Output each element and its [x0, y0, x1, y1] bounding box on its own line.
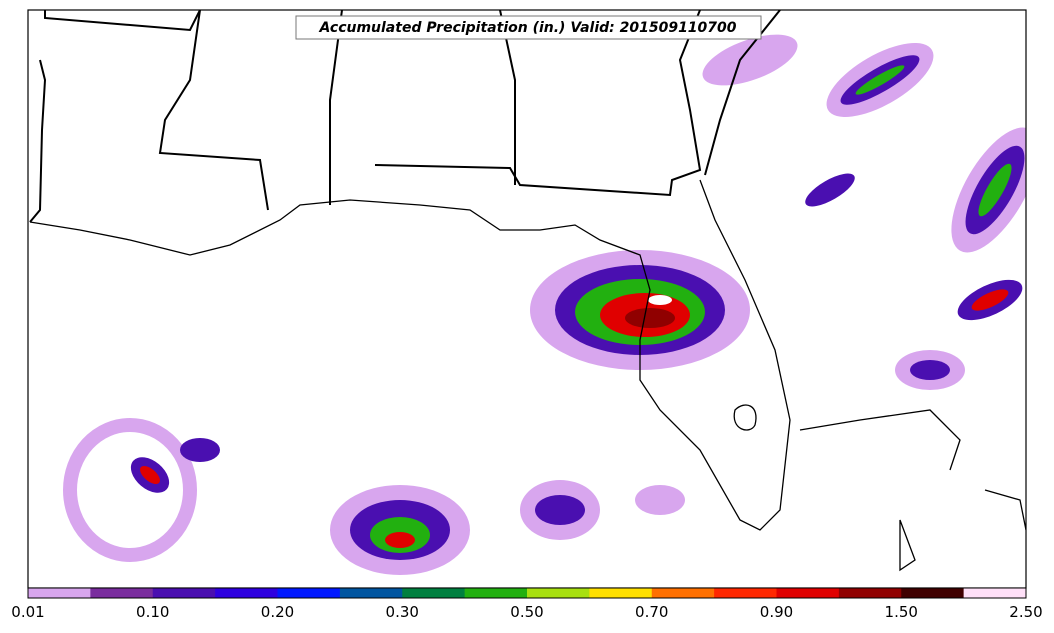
islands — [799, 409, 1026, 572]
colorbar-segment — [215, 588, 278, 598]
precipitation — [63, 34, 1026, 575]
colorbar-segment — [402, 588, 466, 598]
colorbar-segment — [838, 588, 902, 598]
colorbar-label: 1.50 — [885, 603, 918, 621]
colorbar-label: 0.01 — [11, 603, 44, 621]
colorbar-segment — [901, 588, 965, 598]
colorbar-label: 0.50 — [510, 603, 543, 621]
colorbar-segment — [28, 588, 91, 598]
colorbar-segment — [651, 588, 715, 598]
colorbar-segment — [527, 588, 590, 598]
colorbar-segment — [963, 588, 1027, 598]
colorbar-label: 0.70 — [635, 603, 668, 621]
map-title: Accumulated Precipitation (in.) Valid: 2… — [318, 20, 736, 36]
coastline — [29, 179, 791, 531]
map-content — [28, 10, 1026, 588]
colorbar-segment — [339, 588, 403, 598]
boundaries — [29, 10, 781, 223]
lake — [733, 404, 757, 431]
colorbar-segment — [90, 588, 154, 598]
colorbar-segment — [464, 588, 528, 598]
colorbar-segment — [152, 588, 216, 598]
colorbar-frame — [27, 587, 1027, 599]
colorbar-label: 0.30 — [386, 603, 419, 621]
colorbar-segment — [589, 588, 653, 598]
colorbar-label: 2.50 — [1009, 603, 1042, 621]
colorbar-segment — [776, 588, 840, 598]
colorbar-segment — [714, 588, 777, 598]
colorbar-label: 0.20 — [261, 603, 294, 621]
colorbar-segment — [277, 588, 341, 598]
title-box — [295, 15, 762, 40]
colorbar-label: 0.90 — [760, 603, 793, 621]
colorbar: 0.01 0.10 0.20 0.30 0.50 0.70 0.90 1.50 2.50 — [11, 587, 1043, 621]
colorbar-label: 0.10 — [136, 603, 169, 621]
